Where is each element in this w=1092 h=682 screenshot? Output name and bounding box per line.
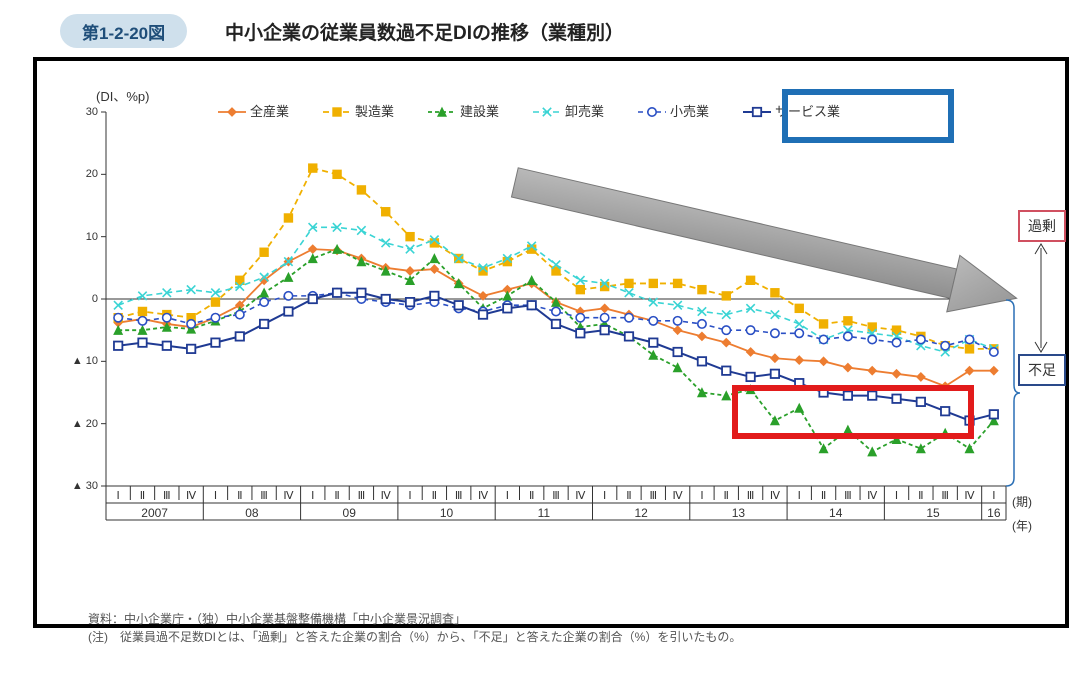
x-year-label: 16 xyxy=(987,506,1000,520)
x-quarter-label: Ⅲ xyxy=(163,489,171,502)
x-quarter-label: Ⅲ xyxy=(358,489,366,502)
x-quarter-label: Ⅳ xyxy=(770,489,780,502)
x-quarter-label: Ⅳ xyxy=(186,489,196,502)
x-quarter-label: Ⅰ xyxy=(798,489,801,502)
x-year-label: 09 xyxy=(343,506,356,520)
data-highlight-box xyxy=(732,385,974,439)
x-quarter-label: Ⅳ xyxy=(867,489,877,502)
x-quarter-label: Ⅳ xyxy=(283,489,293,502)
x-quarter-label: Ⅲ xyxy=(747,489,755,502)
x-quarter-label: Ⅰ xyxy=(408,489,411,502)
y-tick-label: 10 xyxy=(48,231,98,243)
x-quarter-label: Ⅱ xyxy=(626,489,631,502)
x-year-label: 15 xyxy=(926,506,939,520)
x-year-label: 13 xyxy=(732,506,745,520)
y-tick-label: ▲ 20 xyxy=(48,418,98,430)
shortage-bracket xyxy=(1006,300,1020,486)
y-tick-label: ▲ 10 xyxy=(48,355,98,367)
x-quarter-label: Ⅱ xyxy=(432,489,437,502)
x-year-label: 11 xyxy=(538,506,550,520)
surplus-shortage-arrows xyxy=(1033,240,1053,356)
x-quarter-label: Ⅱ xyxy=(724,489,729,502)
x-year-label: 12 xyxy=(634,506,647,520)
x-quarter-label: Ⅰ xyxy=(992,489,995,502)
y-tick-label: 0 xyxy=(48,293,98,305)
x-quarter-label: Ⅰ xyxy=(603,489,606,502)
x-quarter-suffix: (期) xyxy=(1012,493,1032,510)
x-quarter-label: Ⅰ xyxy=(117,489,120,502)
x-quarter-label: Ⅰ xyxy=(895,489,898,502)
figure-number-text: 第1-2-20図 xyxy=(82,19,165,44)
footnote-source: 資料：中小企業庁・（独）中小企業基盤整備機構「中小企業景況調査」 xyxy=(88,610,466,627)
x-quarter-label: Ⅱ xyxy=(529,489,534,502)
x-year-label: 14 xyxy=(829,506,842,520)
x-quarter-label: Ⅲ xyxy=(650,489,658,502)
x-quarter-label: Ⅲ xyxy=(260,489,268,502)
x-quarter-label: Ⅰ xyxy=(506,489,509,502)
x-quarter-label: Ⅲ xyxy=(941,489,949,502)
x-quarter-label: Ⅱ xyxy=(821,489,826,502)
x-quarter-label: Ⅰ xyxy=(311,489,314,502)
badge-shortage: 不足 xyxy=(1018,354,1066,386)
y-axis-unit: (DI、%p) xyxy=(96,86,149,105)
x-quarter-label: Ⅲ xyxy=(552,489,560,502)
y-tick-label: 20 xyxy=(48,168,98,180)
x-quarter-label: Ⅱ xyxy=(334,489,339,502)
x-quarter-label: Ⅳ xyxy=(381,489,391,502)
y-tick-label: 30 xyxy=(48,106,98,118)
x-quarter-label: Ⅱ xyxy=(237,489,242,502)
x-quarter-label: Ⅰ xyxy=(700,489,703,502)
y-tick-label: ▲ 30 xyxy=(48,480,98,492)
x-year-label: 2007 xyxy=(141,506,168,520)
x-year-label: 08 xyxy=(245,506,258,520)
figure-number-pill: 第1-2-20図 xyxy=(60,14,187,48)
x-quarter-label: Ⅳ xyxy=(964,489,974,502)
badge-surplus: 過剰 xyxy=(1018,210,1066,242)
footnote-note: (注) 従業員過不足数DIとは、「過剰」と答えた企業の割合（%）から、「不足」と… xyxy=(88,628,741,645)
x-year-label: 10 xyxy=(440,506,453,520)
x-quarter-label: Ⅳ xyxy=(478,489,488,502)
x-quarter-label: Ⅳ xyxy=(575,489,585,502)
trend-arrow xyxy=(520,160,1060,310)
x-quarter-label: Ⅳ xyxy=(673,489,683,502)
x-quarter-label: Ⅰ xyxy=(214,489,217,502)
x-quarter-label: Ⅲ xyxy=(455,489,463,502)
x-quarter-label: Ⅱ xyxy=(140,489,145,502)
x-year-suffix: (年) xyxy=(1012,517,1032,534)
x-quarter-label: Ⅲ xyxy=(844,489,852,502)
x-quarter-label: Ⅱ xyxy=(918,489,923,502)
figure-title: 中小企業の従業員数過不足DIの推移（業種別） xyxy=(225,18,624,45)
